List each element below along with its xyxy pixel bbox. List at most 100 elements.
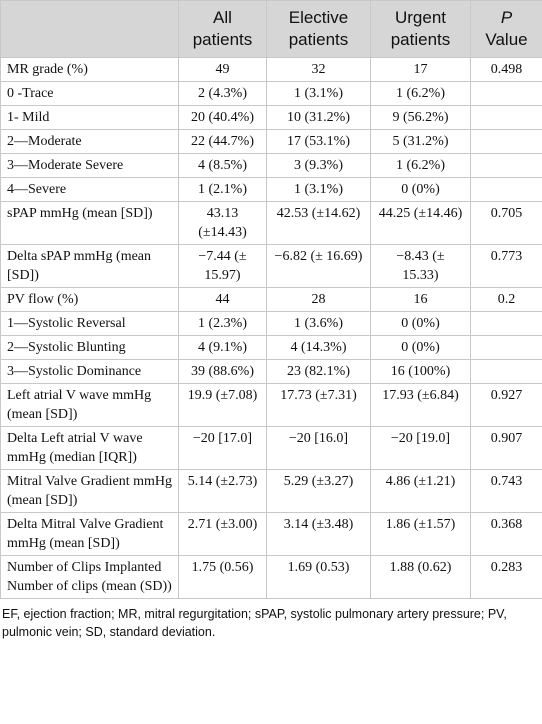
cell: −20 [19.0] (370, 426, 471, 470)
cell: 1 (2.3%) (178, 311, 267, 336)
cell: 28 (266, 287, 371, 312)
cell (470, 153, 542, 178)
cell: 1.75 (0.56) (178, 555, 267, 599)
cell: −8.43 (± 15.33) (370, 244, 471, 288)
cell (470, 129, 542, 154)
cell: 1 (6.2%) (370, 153, 471, 178)
table-row: Number of Clips Implanted Number of clip… (0, 555, 542, 599)
cell: 1 (3.1%) (266, 81, 371, 106)
cell: 42.53 (±14.62) (266, 201, 371, 245)
row-label: Left atrial V wave mmHg (mean [SD]) (0, 383, 179, 427)
cell: 44 (178, 287, 267, 312)
table-row: Mitral Valve Gradient mmHg (mean [SD]) 5.… (0, 469, 542, 513)
row-label: sPAP mmHg (mean [SD]) (0, 201, 179, 245)
row-label: 2—Systolic Blunting (0, 335, 179, 360)
header-text: Value (485, 30, 528, 49)
cell: 1 (3.1%) (266, 177, 371, 202)
table-row: 2—Systolic Blunting 4 (9.1%) 4 (14.3%) 0 (0… (0, 335, 542, 360)
table-row: Delta Left atrial V wave mmHg (median [I… (0, 426, 542, 470)
cell: 4 (14.3%) (266, 335, 371, 360)
row-label: 1- Mild (0, 105, 179, 130)
cell: 9 (56.2%) (370, 105, 471, 130)
cell: 1.86 (±1.57) (370, 512, 471, 556)
cell: 0.283 (470, 555, 542, 599)
cell: 1.69 (0.53) (266, 555, 371, 599)
row-label: PV flow (%) (0, 287, 179, 312)
cell: 0.773 (470, 244, 542, 288)
table-body: MR grade (%) 49 32 17 0.498 0 -Trace 2 (4.3%) 1… (0, 57, 542, 599)
table-row: 4—Severe 1 (2.1%) 1 (3.1%) 0 (0%) (0, 177, 542, 202)
cell: 0.2 (470, 287, 542, 312)
cell: 10 (31.2%) (266, 105, 371, 130)
cell (470, 177, 542, 202)
footnote: EF, ejection fraction; MR, mitral regurg… (2, 607, 507, 639)
header-cell: Elective patients (266, 0, 371, 58)
table-row: sPAP mmHg (mean [SD]) 43.13 (±14.43) 42.53… (0, 201, 542, 245)
cell: 3 (9.3%) (266, 153, 371, 178)
cell: 0.498 (470, 57, 542, 82)
header-cell: Urgent patients (370, 0, 471, 58)
header-text: Urgent patients (390, 8, 451, 49)
cell: 5 (31.2%) (370, 129, 471, 154)
cell: 20 (40.4%) (178, 105, 267, 130)
cell (470, 359, 542, 384)
cell: 4 (8.5%) (178, 153, 267, 178)
table-row: 3—Moderate Severe 4 (8.5%) 3 (9.3%) 1 (6.2%… (0, 153, 542, 178)
cell: 23 (82.1%) (266, 359, 371, 384)
cell: 1 (6.2%) (370, 81, 471, 106)
row-label: Delta sPAP mmHg (mean [SD]) (0, 244, 179, 288)
cell: 1 (2.1%) (178, 177, 267, 202)
cell: 19.9 (±7.08) (178, 383, 267, 427)
cell: 0.705 (470, 201, 542, 245)
cell: 4 (9.1%) (178, 335, 267, 360)
header-text: Elective patients (288, 8, 349, 49)
row-label: 0 -Trace (0, 81, 179, 106)
table-row: 0 -Trace 2 (4.3%) 1 (3.1%) 1 (6.2%) (0, 81, 542, 106)
header-row: All patients Elective patients Urgent pa… (0, 0, 542, 58)
header-cell: P Value (470, 0, 542, 58)
cell: −20 [16.0] (266, 426, 371, 470)
cell: 0 (0%) (370, 335, 471, 360)
row-label: 4—Severe (0, 177, 179, 202)
cell: 1.88 (0.62) (370, 555, 471, 599)
cell: 17 (53.1%) (266, 129, 371, 154)
row-label: 3—Systolic Dominance (0, 359, 179, 384)
cell: 49 (178, 57, 267, 82)
header-text: All patients (192, 8, 253, 49)
header-italic: P (500, 8, 513, 27)
cell: −7.44 (± 15.97) (178, 244, 267, 288)
cell: 0.368 (470, 512, 542, 556)
table-row: 1—Systolic Reversal 1 (2.3%) 1 (3.6%) 0 (0%… (0, 311, 542, 336)
cell: 1 (3.6%) (266, 311, 371, 336)
cell: 43.13 (±14.43) (178, 201, 267, 245)
cell: −6.82 (± 16.69) (266, 244, 371, 288)
cell: 0 (0%) (370, 177, 471, 202)
table-row: 2—Moderate 22 (44.7%) 17 (53.1%) 5 (31.2%) (0, 129, 542, 154)
table-row: MR grade (%) 49 32 17 0.498 (0, 57, 542, 82)
row-label: 2—Moderate (0, 129, 179, 154)
cell: 17 (370, 57, 471, 82)
cell: 17.93 (±6.84) (370, 383, 471, 427)
cell: 16 (370, 287, 471, 312)
header-blank (0, 0, 179, 58)
cell: 0.927 (470, 383, 542, 427)
cell: 32 (266, 57, 371, 82)
cell: 2 (4.3%) (178, 81, 267, 106)
table-row: 1- Mild 20 (40.4%) 10 (31.2%) 9 (56.2%) (0, 105, 542, 130)
cell: 4.86 (±1.21) (370, 469, 471, 513)
row-label: Mitral Valve Gradient mmHg (mean [SD]) (0, 469, 179, 513)
cell: −20 [17.0] (178, 426, 267, 470)
cell: 0.907 (470, 426, 542, 470)
cell: 5.14 (±2.73) (178, 469, 267, 513)
cell: 17.73 (±7.31) (266, 383, 371, 427)
cell: 22 (44.7%) (178, 129, 267, 154)
table-row: Left atrial V wave mmHg (mean [SD]) 19.9 … (0, 383, 542, 427)
cell: 5.29 (±3.27) (266, 469, 371, 513)
row-label: 3—Moderate Severe (0, 153, 179, 178)
cell: 39 (88.6%) (178, 359, 267, 384)
row-label: Delta Left atrial V wave mmHg (median [I… (0, 426, 179, 470)
cell: 16 (100%) (370, 359, 471, 384)
cell: 2.71 (±3.00) (178, 512, 267, 556)
cell (470, 335, 542, 360)
